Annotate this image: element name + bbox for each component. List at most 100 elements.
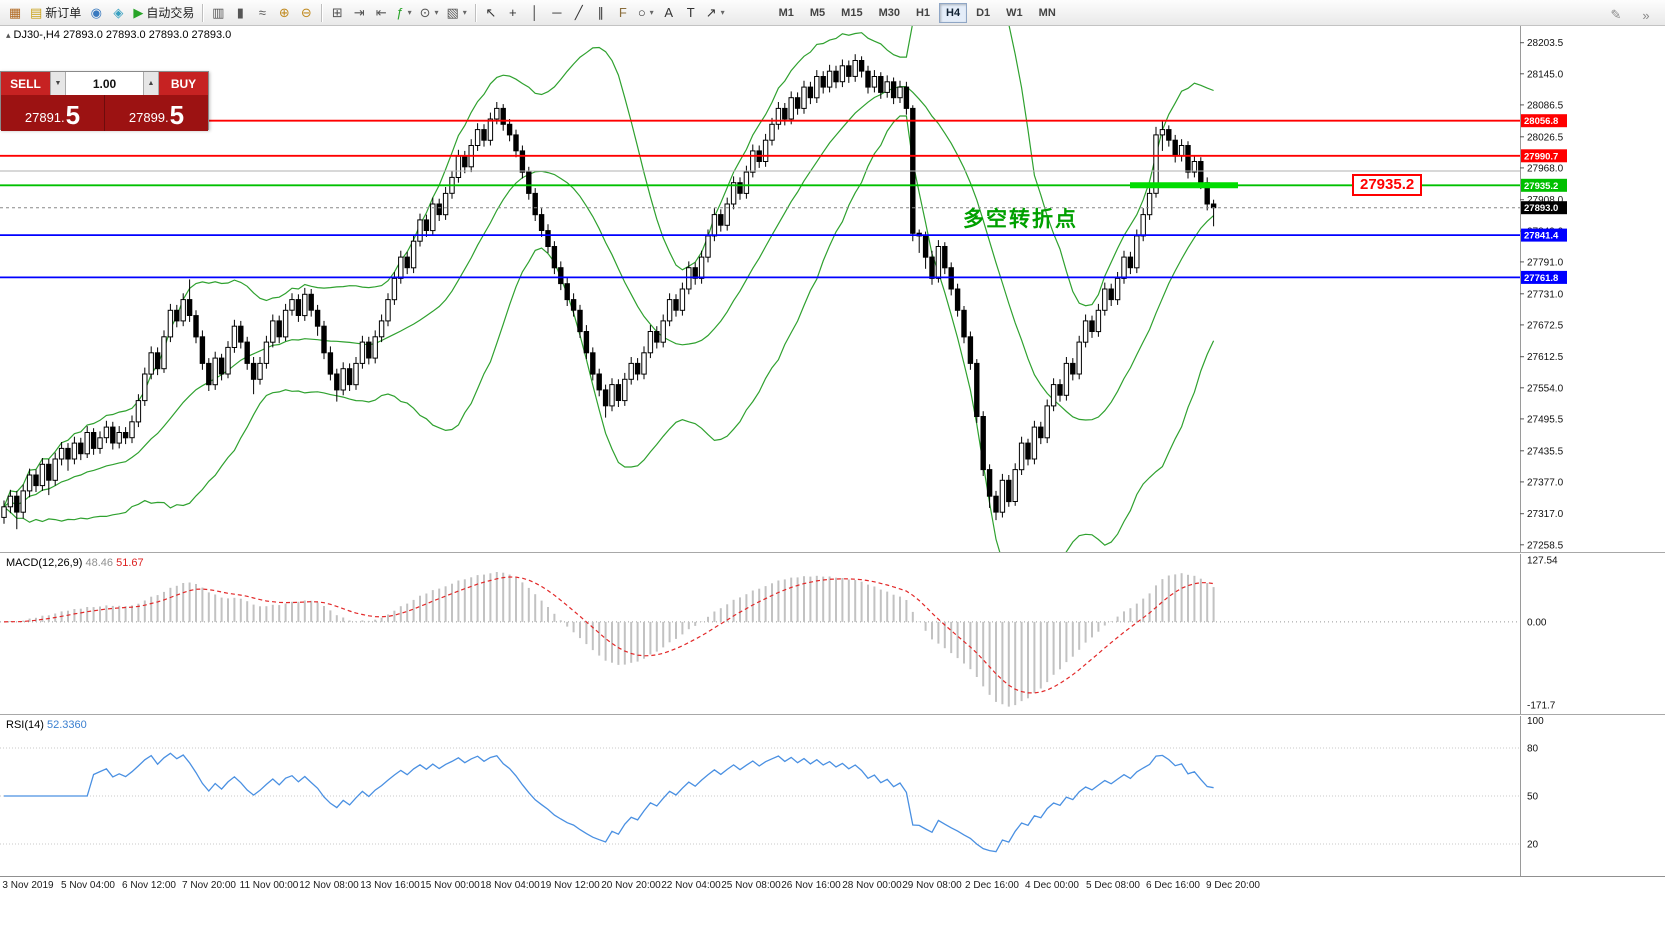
price-axis-ticks: 28203.5 28145.0 28086.5 28026.5 27968.0 27908… xyxy=(1520,38,1564,551)
navigator-button[interactable]: ◈ xyxy=(107,2,129,24)
templates-icon: ▧ xyxy=(446,5,459,20)
horizontal-lines[interactable] xyxy=(0,119,1520,279)
indicators-icon: ƒ xyxy=(396,5,404,20)
horizontal-line-button[interactable]: ─ xyxy=(546,2,568,24)
periods-button[interactable]: ⊙ ▾ xyxy=(416,2,443,24)
navigator-icon: ◈ xyxy=(113,5,124,20)
time-axis-label: 7 Nov 20:00 xyxy=(182,880,236,891)
main-chart-canvas[interactable]: 28203.5 28145.0 28086.5 28026.5 27968.0 27908… xyxy=(0,26,1665,552)
zoom-in-button[interactable]: ⊕ xyxy=(273,2,295,24)
trendline-button[interactable]: ╱ xyxy=(568,2,590,24)
text-button[interactable]: A xyxy=(658,2,680,24)
candlestick-chart-button[interactable]: ▮ xyxy=(229,2,251,24)
rsi-panel: RSI(14) 52.3360 100 80 50 20 xyxy=(0,716,1665,876)
timeframe-mn-button[interactable]: MN xyxy=(1032,3,1063,23)
tile-windows-button[interactable]: ⊞ xyxy=(326,2,348,24)
market-watch-button[interactable]: ◉ xyxy=(85,2,107,24)
auto-scroll-button[interactable]: ⇥ xyxy=(348,2,370,24)
indicators-button[interactable]: ƒ ▾ xyxy=(392,2,415,24)
macd-histogram xyxy=(9,572,1215,707)
macd-axis-tick: -171.7 xyxy=(1527,701,1556,712)
sell-price[interactable]: 27891. 5 xyxy=(1,95,104,131)
tile-windows-icon: ⊞ xyxy=(331,5,343,20)
toolbar-separator xyxy=(474,3,476,22)
price-callout[interactable]: 27935.2 xyxy=(1352,174,1423,196)
timeframe-m30-button[interactable]: M30 xyxy=(872,3,907,23)
timeframe-m1-button[interactable]: M1 xyxy=(772,3,801,23)
templates-button[interactable]: ▧ ▾ xyxy=(443,2,471,24)
macd-value-main: 48.46 xyxy=(85,557,114,569)
timeframe-h4-button[interactable]: H4 xyxy=(939,2,968,23)
buy-button[interactable]: BUY xyxy=(159,72,208,95)
new-order-button-label: 新订单 xyxy=(45,6,82,20)
zoom-out-button[interactable]: ⊖ xyxy=(295,2,317,24)
overflow-icon[interactable]: » xyxy=(1635,4,1657,26)
timeframe-m5-button[interactable]: M5 xyxy=(803,3,832,23)
pencil-icon[interactable]: ✎ xyxy=(1605,4,1627,26)
vertical-line-button[interactable]: │ xyxy=(524,2,546,24)
price-axis-badges: 27893.0 28056.8 27990.7 27935.2 27841.4 27761… xyxy=(1521,114,1567,284)
time-axis-label: 4 Dec 00:00 xyxy=(1025,880,1079,891)
sell-button[interactable]: SELL xyxy=(1,72,50,95)
time-axis-label: 5 Nov 04:00 xyxy=(61,880,115,891)
volume-decrease-icon[interactable]: ▼ xyxy=(50,72,66,95)
buy-price-big: 5 xyxy=(169,100,185,130)
svg-text:27377.0: 27377.0 xyxy=(1527,477,1564,488)
bollinger-lower xyxy=(3,115,1215,552)
line-chart-button[interactable]: ≈ xyxy=(251,2,273,24)
symbol-label: DJ30-,H4 xyxy=(13,29,60,41)
text-label-button[interactable]: T xyxy=(680,2,702,24)
time-axis-label: 20 Nov 20:00 xyxy=(601,880,661,891)
chart-shift-button[interactable]: ⇤ xyxy=(370,2,392,24)
panel-separator[interactable] xyxy=(0,552,1665,554)
candlestick-chart-icon: ▮ xyxy=(236,5,244,20)
zoom-in-icon: ⊕ xyxy=(278,5,290,20)
svg-text:27935.2: 27935.2 xyxy=(1524,181,1558,192)
time-axis-label: 29 Nov 08:00 xyxy=(902,880,962,891)
bar-chart-button[interactable]: ▥ xyxy=(207,2,229,24)
timeframe-w1-button[interactable]: W1 xyxy=(999,3,1030,23)
timeframe-m15-button[interactable]: M15 xyxy=(834,3,869,23)
volume-increase-icon[interactable]: ▲ xyxy=(143,72,159,95)
arrows-icon: ↗ xyxy=(705,5,717,20)
shapes-button[interactable]: ○ ▾ xyxy=(634,2,658,24)
rsi-axis-tick: 80 xyxy=(1527,744,1539,755)
chevron-down-icon: ▾ xyxy=(649,8,654,17)
new-order-button[interactable]: ▤ 新订单 xyxy=(26,2,85,24)
timeframe-h1-button[interactable]: H1 xyxy=(909,3,937,23)
time-axis-label: 26 Nov 16:00 xyxy=(781,880,841,891)
collapse-indicator-icon[interactable]: ▴ xyxy=(6,30,11,40)
sell-price-small: 27891. xyxy=(24,110,65,125)
time-axis[interactable]: 3 Nov 2019 5 Nov 04:00 6 Nov 12:00 7 Nov 20… xyxy=(0,876,1665,897)
chevron-down-icon: ▾ xyxy=(434,8,439,17)
bollinger-middle xyxy=(3,85,1214,508)
auto-scroll-icon: ⇥ xyxy=(353,5,365,20)
rsi-canvas[interactable]: 100 80 50 20 xyxy=(0,716,1665,876)
timeframe-d1-button[interactable]: D1 xyxy=(969,3,997,23)
vertical-line-icon: │ xyxy=(530,5,539,20)
svg-text:28026.5: 28026.5 xyxy=(1527,132,1564,143)
bar-chart-icon: ▥ xyxy=(212,5,225,20)
autotrading-button[interactable]: ▶ 自动交易 xyxy=(129,2,198,24)
arrows-button[interactable]: ↗ ▾ xyxy=(702,2,729,24)
candlesticks xyxy=(1,54,1217,530)
bollinger-bands xyxy=(3,26,1215,552)
macd-panel: MACD(12,26,9) 48.46 51.67 127.54 0.00 -171… xyxy=(0,554,1665,714)
chart-window-button[interactable]: ▦ xyxy=(4,2,26,24)
turning-point-annotation[interactable]: 多空转折点 xyxy=(963,208,1078,231)
rsi-axis-tick: 50 xyxy=(1527,792,1539,803)
svg-text:27841.4: 27841.4 xyxy=(1524,231,1559,242)
fibonacci-button[interactable]: F xyxy=(612,2,634,24)
svg-text:27908.0: 27908.0 xyxy=(1527,195,1564,206)
crosshair-button[interactable]: + xyxy=(502,2,524,24)
time-axis-label: 6 Nov 12:00 xyxy=(122,880,176,891)
horizontal-line-icon: ─ xyxy=(552,5,562,20)
equidistant-channel-button[interactable]: ∥ xyxy=(590,2,612,24)
panel-separator[interactable] xyxy=(0,714,1665,716)
cursor-button[interactable]: ↖ xyxy=(480,2,502,24)
buy-price[interactable]: 27899. 5 xyxy=(105,95,208,131)
volume-input[interactable] xyxy=(66,72,143,95)
time-axis-label: 2 Dec 16:00 xyxy=(965,880,1019,891)
macd-canvas[interactable]: 127.54 0.00 -171.7 xyxy=(0,554,1665,714)
svg-text:27731.0: 27731.0 xyxy=(1527,289,1564,300)
